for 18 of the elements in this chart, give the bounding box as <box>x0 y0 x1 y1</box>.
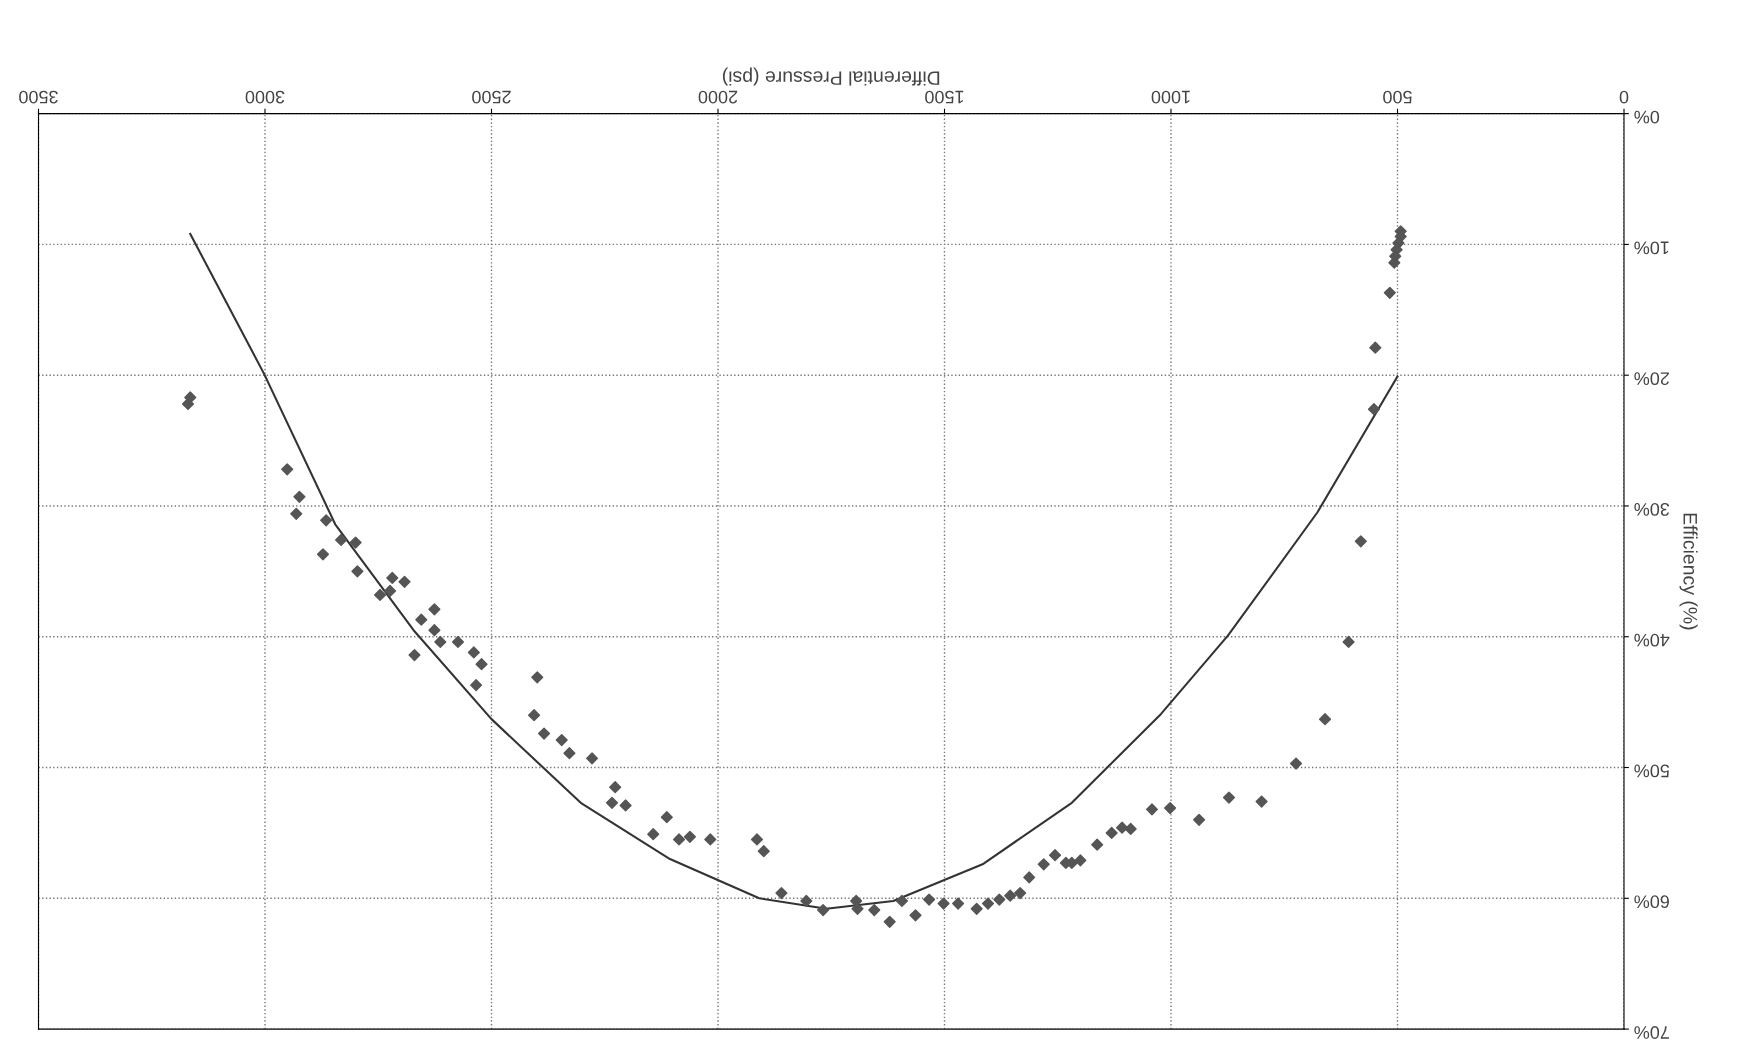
x-tick-label: 500 <box>1383 90 1412 104</box>
y-axis-title: Efficiency (%) <box>1679 513 1698 630</box>
y-tick-label: 50% <box>1634 764 1670 778</box>
y-tick-label: 70% <box>1634 1026 1669 1039</box>
y-tick-label: 20% <box>1634 372 1669 385</box>
x-tick-label: 0 <box>1619 90 1629 104</box>
x-axis-title: Differential Pressure (psi) <box>722 67 940 86</box>
y-tick-label: 40% <box>1634 633 1670 647</box>
y-tick-label: 60% <box>1634 895 1669 909</box>
x-tick-label: 3500 <box>19 90 58 104</box>
y-tick-label: 30% <box>1634 502 1670 516</box>
y-tick-label: 10% <box>1634 241 1669 255</box>
x-tick-label: 3000 <box>245 90 285 104</box>
x-tick-label: 1000 <box>1151 90 1190 104</box>
x-tick-label: 1500 <box>925 90 964 104</box>
x-tick-label: 2500 <box>472 90 511 104</box>
x-tick-label: 2000 <box>698 90 738 104</box>
y-tick-label: 0% <box>1634 110 1660 124</box>
